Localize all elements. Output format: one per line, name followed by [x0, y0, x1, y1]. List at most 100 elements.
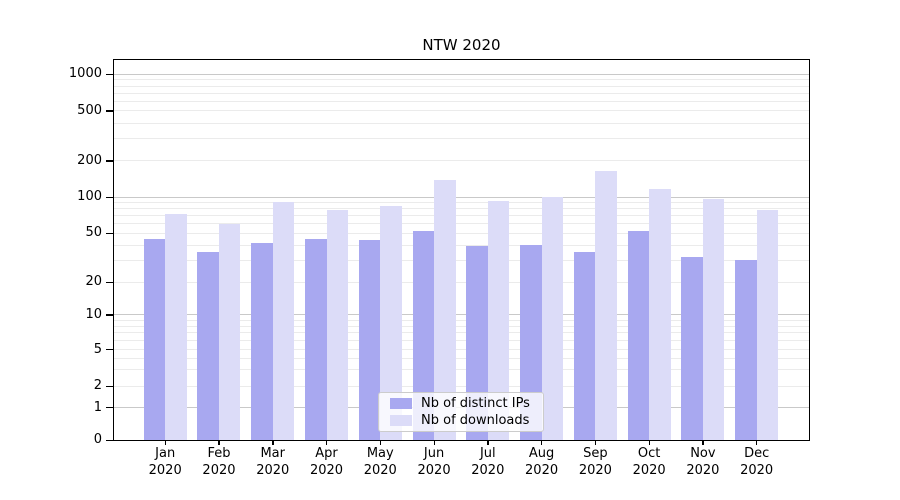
- bar-ips-feb: [197, 252, 219, 440]
- gridline-y-5: [114, 349, 809, 351]
- x-tick-feb: [218, 440, 220, 445]
- legend-swatch-downloads: [390, 415, 412, 426]
- y-tick-20: [106, 281, 113, 283]
- bar-downloads-may: [380, 206, 402, 440]
- gridline-y-2: [114, 385, 809, 387]
- y-tick-label-50: 50: [85, 225, 102, 241]
- y-tick-200: [106, 160, 113, 162]
- bar-downloads-nov: [702, 199, 725, 440]
- bar-ips-oct: [627, 231, 650, 440]
- x-tick-nov: [702, 440, 704, 445]
- gridline-y-700: [114, 92, 809, 94]
- bar-downloads-aug: [541, 197, 564, 440]
- bar-ips-jun: [412, 231, 435, 440]
- legend-swatch-distinct-ips: [390, 398, 412, 409]
- y-tick-label-0: 0: [93, 432, 102, 447]
- gridline-y-30: [114, 259, 809, 261]
- x-tick-dec: [756, 440, 758, 445]
- gridline-y-9: [114, 319, 809, 321]
- x-tick-sep: [594, 440, 597, 445]
- legend-label-distinct-ips: Nb of distinct IPs: [421, 396, 530, 411]
- chart-title: NTW 2020: [422, 36, 501, 54]
- gridline-y-20: [114, 281, 809, 283]
- x-tick-jul: [487, 440, 489, 445]
- gridline-y-500: [114, 110, 809, 112]
- bar-downloads-feb: [218, 223, 241, 440]
- x-tick-label-apr: Apr 2020: [309, 446, 344, 478]
- x-tick-oct: [648, 440, 650, 445]
- x-tick-label-aug: Aug 2020: [525, 446, 559, 478]
- y-tick-50: [106, 232, 113, 235]
- x-tick-label-oct: Oct 2020: [632, 446, 666, 478]
- bar-ips-apr: [305, 238, 327, 440]
- x-tick-jan: [164, 440, 166, 445]
- gridline-y-80: [114, 208, 809, 210]
- x-tick-aug: [541, 440, 543, 445]
- gridline-y-8: [114, 325, 809, 327]
- legend-label-downloads: Nb of downloads: [421, 413, 530, 428]
- y-tick-label-1000: 1000: [68, 66, 102, 82]
- x-tick-label-jul: Jul 2020: [471, 446, 505, 478]
- y-tick-100: [106, 196, 113, 199]
- gridline-y-300: [114, 138, 809, 140]
- gridline-y-600: [114, 100, 809, 102]
- gridline-y-10: [114, 314, 809, 316]
- y-tick-label-500: 500: [77, 102, 102, 118]
- y-tick-label-20: 20: [85, 274, 102, 290]
- x-tick-may: [379, 440, 382, 445]
- x-tick-label-nov: Nov 2020: [686, 446, 720, 478]
- x-tick-label-jan: Jan 2020: [148, 446, 182, 478]
- gridline-y-70: [114, 215, 809, 217]
- y-tick-label-200: 200: [77, 152, 102, 168]
- bar-downloads-jun: [434, 179, 456, 440]
- y-tick-10: [106, 314, 113, 316]
- gridlines-layer: [114, 60, 809, 440]
- legend: Nb of distinct IPs Nb of downloads: [378, 392, 544, 432]
- gridline-y-7: [114, 332, 809, 334]
- bar-downloads-sep: [595, 170, 617, 440]
- bar-ips-may: [358, 240, 381, 440]
- y-tick-label-5: 5: [93, 341, 102, 357]
- x-tick-label-jun: Jun 2020: [417, 446, 451, 478]
- y-tick-500: [106, 110, 113, 112]
- gridline-y-200: [114, 160, 809, 162]
- legend-item-downloads: Nb of downloads: [379, 413, 543, 429]
- bar-downloads-oct: [649, 188, 671, 440]
- bar-ips-jan: [143, 238, 166, 440]
- bar-ips-aug: [520, 245, 542, 440]
- gridline-y-100: [114, 196, 809, 198]
- y-tick-label-10: 10: [85, 306, 102, 322]
- bar-downloads-mar: [272, 201, 295, 440]
- bar-ips-sep: [573, 252, 596, 440]
- x-tick-apr: [326, 440, 328, 445]
- y-tick-label-1: 1: [93, 399, 102, 415]
- x-tick-mar: [272, 440, 274, 445]
- x-tick-jun: [433, 440, 435, 445]
- gridline-y-50: [114, 232, 809, 234]
- gridline-y-40: [114, 244, 809, 246]
- bar-downloads-jan: [165, 214, 187, 440]
- bar-ips-nov: [681, 257, 703, 440]
- bar-ips-dec: [735, 260, 757, 440]
- gridline-y-3: [114, 369, 809, 371]
- gridline-y-400: [114, 122, 809, 124]
- bar-downloads-apr: [326, 210, 348, 440]
- y-tick-0: [106, 439, 113, 441]
- bar-ips-mar: [251, 242, 273, 440]
- bar-downloads-jul: [487, 201, 510, 440]
- x-tick-label-sep: Sep 2020: [578, 446, 612, 478]
- gridline-y-800: [114, 85, 809, 87]
- bar-ips-jul: [466, 246, 488, 440]
- gridline-y-60: [114, 223, 809, 225]
- y-tick-2: [106, 385, 113, 387]
- y-tick-label-100: 100: [77, 189, 102, 205]
- y-tick-5: [106, 349, 113, 351]
- y-tick-1: [106, 407, 113, 409]
- gridline-y-1000: [114, 73, 809, 75]
- x-tick-label-dec: Dec 2020: [740, 446, 774, 478]
- gridline-y-90: [114, 202, 809, 204]
- y-tick-1000: [106, 73, 113, 76]
- x-tick-label-feb: Feb 2020: [202, 446, 236, 478]
- gridline-y-4: [114, 357, 809, 359]
